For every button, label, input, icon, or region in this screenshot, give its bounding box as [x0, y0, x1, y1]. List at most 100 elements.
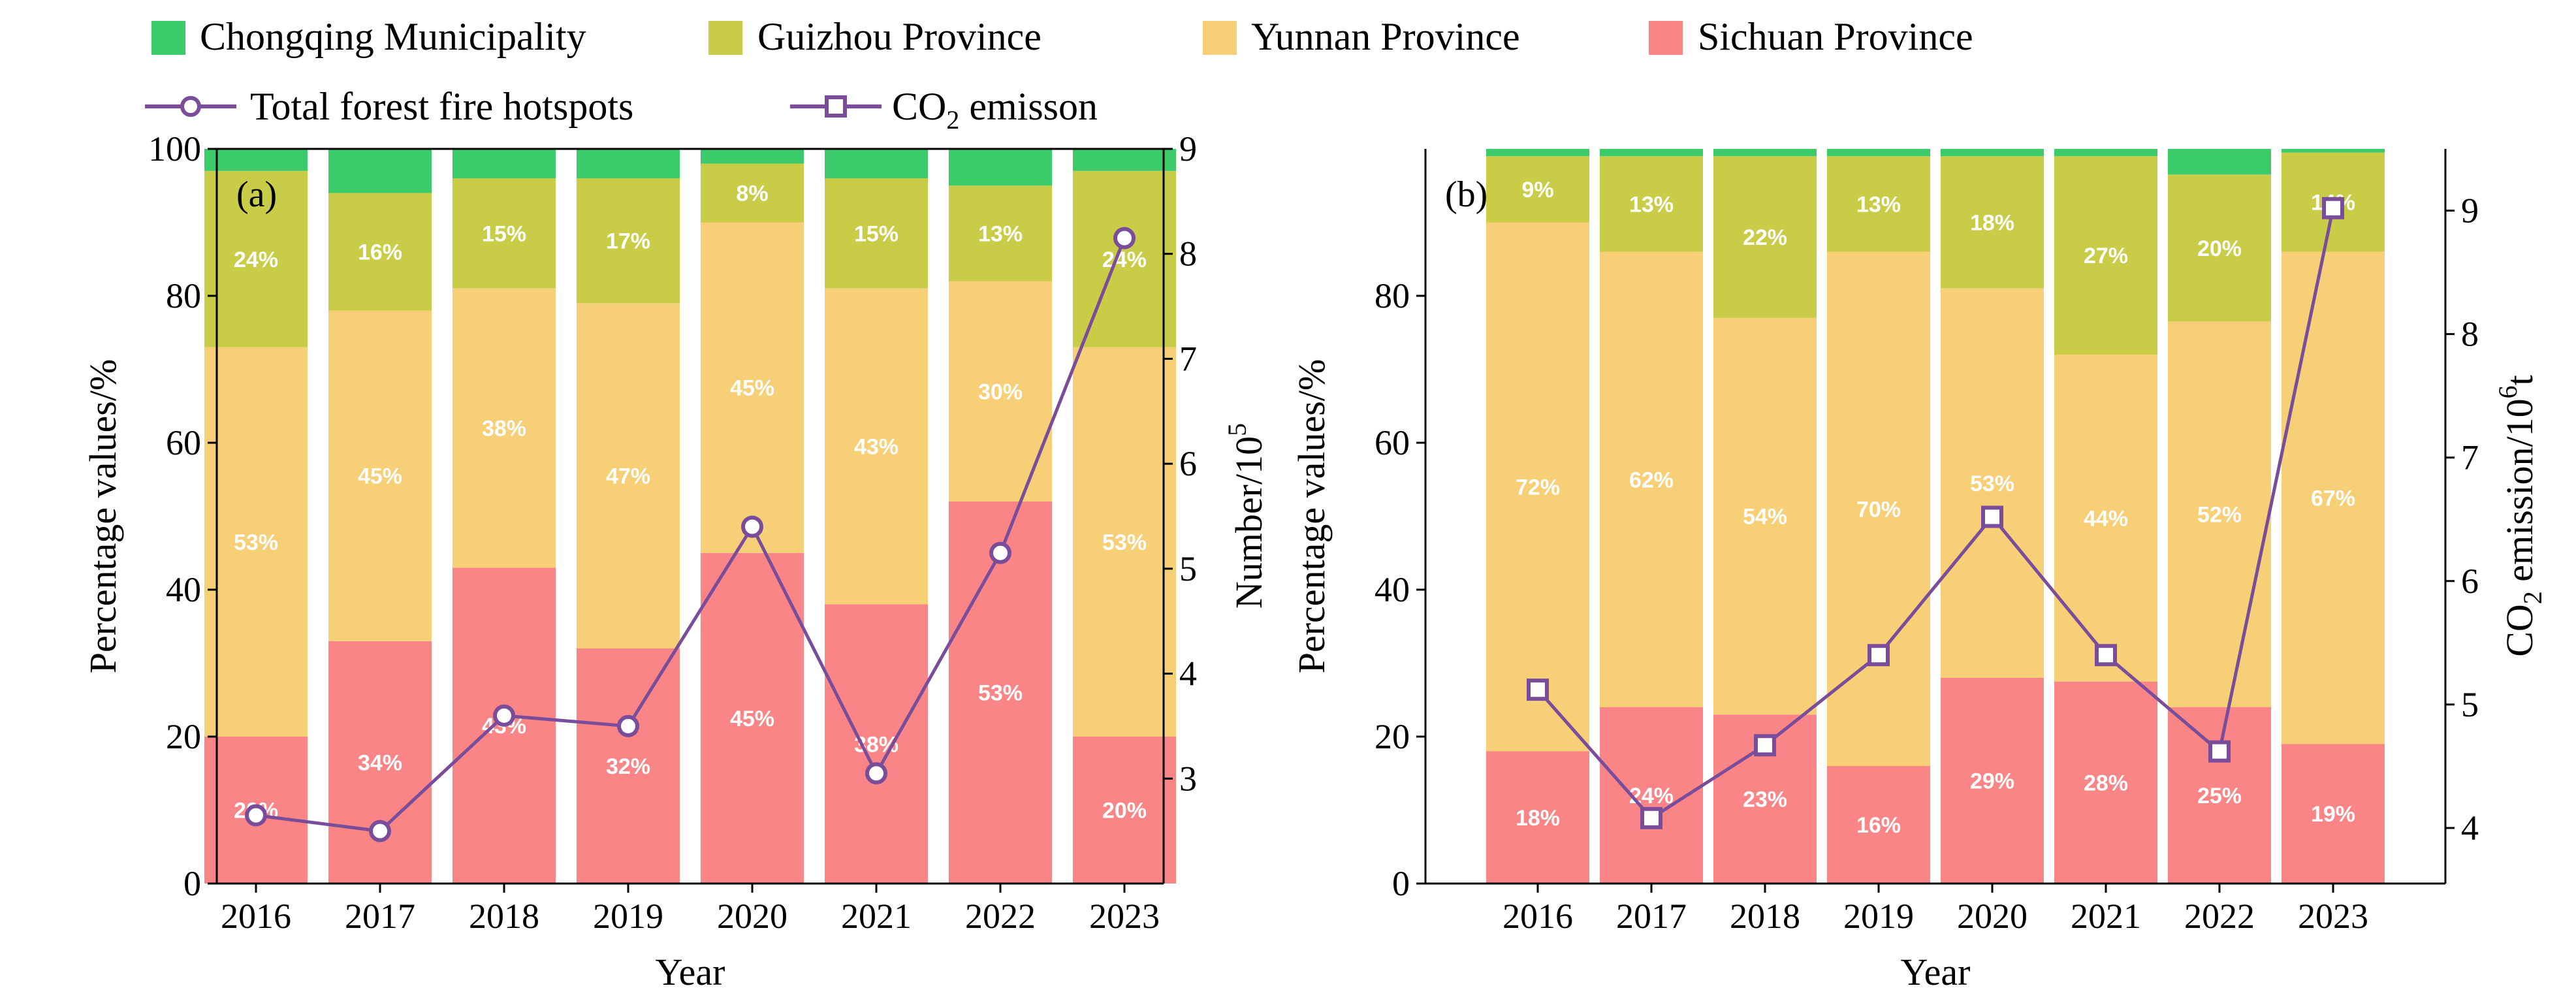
x-tick-label: 2020	[717, 897, 787, 936]
bar-label: 34%	[358, 750, 402, 775]
bar-yunnan-2021	[2054, 355, 2157, 682]
legend-swatch-guizhou	[708, 21, 742, 55]
x-tick-label: 2019	[1843, 897, 1914, 936]
y-tick-label: 80	[1375, 276, 1410, 315]
y2-tick-label: 9	[1179, 129, 1197, 168]
line-point-2022	[2208, 740, 2231, 763]
line-point-2018	[493, 704, 515, 727]
bar-sichuan-2023	[1073, 737, 1176, 884]
x-tick-label: 2018	[1730, 897, 1800, 936]
line-point-2023	[1113, 227, 1136, 249]
bar-guizhou-2018	[453, 178, 556, 289]
x-tick-label: 2022	[2184, 897, 2255, 936]
x-tick-label: 2020	[1957, 897, 2027, 936]
bar-chongqing-2020	[1941, 149, 2044, 157]
bar-sichuan-2023	[2282, 744, 2385, 884]
bar-sichuan-2016	[1486, 751, 1589, 884]
x-tick-label: 2022	[965, 897, 1036, 936]
bar-label: 24%	[234, 247, 278, 272]
x-axis-title: Year	[1901, 951, 1971, 993]
bar-label: 62%	[1629, 468, 1674, 492]
y-axis-title: Percentage values/%	[82, 359, 124, 674]
x-tick-label: 2023	[2298, 897, 2368, 936]
bar-label: 16%	[1856, 813, 1901, 838]
y2-axis-title: CO2 emission/106t	[2493, 375, 2547, 657]
bar-chongqing-2019	[577, 149, 680, 178]
y-tick-label: 40	[166, 570, 201, 609]
bar-label: 17%	[606, 229, 650, 254]
line-point-2020	[1981, 505, 2003, 528]
bar-label: 44%	[2084, 506, 2128, 531]
line-point-2017	[1640, 806, 1662, 829]
y-tick-label: 100	[148, 129, 201, 168]
bar-guizhou-2016	[204, 170, 308, 347]
bar-label: 47%	[606, 464, 650, 489]
x-tick-label: 2021	[841, 897, 912, 936]
x-tick-label: 2016	[221, 897, 291, 936]
bar-yunnan-2020	[701, 222, 804, 553]
bar-chongqing-2016	[1486, 149, 1589, 157]
y-tick-label: 80	[166, 276, 201, 315]
bar-label: 32%	[606, 754, 650, 779]
bar-chongqing-2017	[1600, 149, 1703, 157]
y-axis-title: Percentage values/%	[1290, 359, 1333, 674]
bar-label: 70%	[1856, 497, 1901, 522]
bar-label: 15%	[482, 221, 526, 246]
bar-chongqing-2022	[2168, 149, 2271, 175]
bar-guizhou-2018	[1713, 156, 1817, 318]
bar-yunnan-2023	[1073, 347, 1176, 737]
y-tick-label: 0	[1392, 864, 1410, 903]
bar-label: 43%	[854, 435, 898, 460]
bar-label: 22%	[1743, 225, 1787, 250]
bar-label: 53%	[234, 530, 278, 555]
line-point-2022	[989, 541, 1011, 564]
chart-panel-a: 20%53%24%34%45%16%43%38%15%32%47%17%45%4…	[82, 129, 1270, 993]
line-point-2016	[1527, 678, 1549, 701]
bar-label: 9%	[1521, 178, 1553, 202]
bar-label: 15%	[854, 221, 898, 246]
bar-label: 45%	[730, 707, 774, 731]
bar-sichuan-2022	[2168, 707, 2271, 884]
bar-guizhou-2019	[577, 178, 680, 304]
bar-label: 24%	[1629, 784, 1674, 808]
bar-yunnan-2017	[328, 310, 432, 641]
bar-label: 13%	[1629, 192, 1674, 217]
bar-sichuan-2022	[949, 502, 1052, 884]
y2-tick-label: 8	[2461, 315, 2479, 354]
line-point-2019	[617, 714, 639, 737]
bar-chongqing-2023	[2282, 149, 2385, 153]
bar-guizhou-2022	[949, 185, 1052, 281]
bar-label: 45%	[358, 464, 402, 489]
line-circle-series	[255, 237, 1126, 833]
bar-chongqing-2017	[328, 149, 432, 193]
legend-label-sichuan: Sichuan Province	[1698, 15, 1973, 58]
x-tick-label: 2017	[345, 897, 415, 936]
x-tick-label: 2021	[2071, 897, 2141, 936]
x-axis-title: Year	[656, 951, 725, 993]
x-tick-label: 2019	[593, 897, 663, 936]
bar-label: 30%	[978, 379, 1023, 404]
line-square-series	[1536, 208, 2335, 821]
y-tick-label: 40	[1375, 570, 1410, 609]
bar-sichuan-2021	[825, 604, 928, 884]
x-tick-label: 2016	[1503, 897, 1573, 936]
line-point-2020	[741, 515, 763, 538]
legend-swatch-sichuan	[1649, 21, 1683, 55]
legend-label-hotspots: Total forest fire hotspots	[250, 85, 633, 128]
bar-sichuan-2019	[577, 648, 680, 884]
bar-yunnan-2018	[453, 288, 556, 568]
bar-guizhou-2020	[701, 163, 804, 223]
bar-yunnan-2020	[1941, 288, 2044, 678]
bar-yunnan-2017	[1600, 251, 1703, 707]
bar-label: 13%	[978, 221, 1023, 246]
bar-chongqing-2022	[949, 149, 1052, 186]
line-point-2017	[369, 820, 391, 842]
bar-label: 18%	[1970, 211, 2014, 236]
bar-label: 25%	[2197, 784, 2242, 808]
y2-tick-label: 7	[1179, 339, 1197, 378]
bar-sichuan-2020	[1941, 678, 2044, 884]
bar-label: 13%	[1856, 192, 1901, 217]
bar-yunnan-2016	[204, 347, 308, 737]
y2-tick-label: 6	[1179, 444, 1197, 483]
